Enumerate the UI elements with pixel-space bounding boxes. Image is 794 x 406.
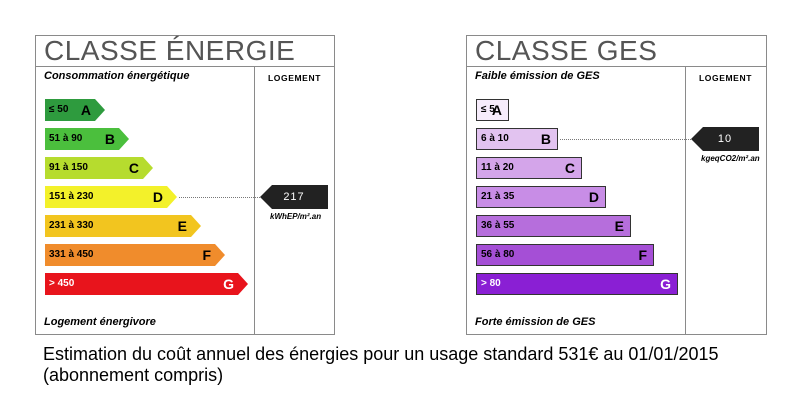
energy-value-unit: kWhEP/m².an [270, 212, 322, 221]
energy-class-e-bar: 231 à 330 E [45, 215, 201, 237]
class-range-label: 36 à 55 [481, 220, 515, 231]
energy-value-indicator: 217 [260, 185, 328, 209]
class-letter: C [128, 160, 139, 176]
class-range-label: > 450 [49, 278, 75, 289]
class-range-label: 91 à 150 [49, 162, 88, 173]
title-divider [36, 66, 334, 67]
energy-title: CLASSE ÉNERGIE [44, 35, 296, 66]
column-divider [254, 67, 255, 334]
energy-class-a-bar: ≤ 50 A [45, 99, 105, 121]
class-range-label: 56 à 80 [481, 249, 515, 260]
class-letter: G [660, 276, 671, 292]
ges-class-d-bar: 21 à 35 D [476, 186, 606, 208]
ges-class-e-bar: 36 à 55 E [476, 215, 631, 237]
ges-class-panel: CLASSE GES Faible émission de GES LOGEME… [466, 35, 767, 335]
energy-logement-header: LOGEMENT [268, 73, 321, 83]
energy-class-c-bar: 91 à 150 C [45, 157, 153, 179]
ges-logement-header: LOGEMENT [699, 73, 752, 83]
ges-value-unit: kgeqCO2/m².an [701, 154, 760, 163]
class-letter: D [588, 189, 599, 205]
class-letter: B [540, 131, 551, 147]
annual-cost-estimate: Estimation du coût annuel des énergies p… [43, 344, 719, 385]
class-range-label: 331 à 450 [49, 249, 94, 260]
ges-bottom-label: Forte émission de GES [475, 316, 596, 328]
class-letter: A [491, 102, 502, 118]
title-divider [467, 66, 766, 67]
class-range-label: 21 à 35 [481, 191, 515, 202]
class-letter: A [80, 102, 91, 118]
class-range-label: ≤ 50 [49, 104, 69, 115]
ges-value-indicator: 10 [691, 127, 759, 151]
energy-value-leader-line [179, 197, 260, 198]
ges-title: CLASSE GES [475, 35, 658, 66]
class-letter: G [223, 276, 234, 292]
energy-class-panel: CLASSE ÉNERGIE Consommation énergétique … [35, 35, 335, 335]
class-letter: F [202, 247, 211, 263]
class-range-label: 51 à 90 [49, 133, 83, 144]
class-range-label: ≤ 5 [481, 104, 495, 115]
class-letter: F [638, 247, 647, 263]
column-divider [685, 67, 686, 334]
ges-value-leader-line [560, 139, 691, 140]
class-range-label: 6 à 10 [481, 133, 509, 144]
ges-class-b-bar: 6 à 10 B [476, 128, 558, 150]
ges-top-label: Faible émission de GES [475, 70, 600, 82]
class-range-label: 231 à 330 [49, 220, 94, 231]
energy-class-b-bar: 51 à 90 B [45, 128, 129, 150]
class-letter: C [564, 160, 575, 176]
energy-class-d-bar: 151 à 230 D [45, 186, 177, 208]
ges-class-g-bar: > 80 G [476, 273, 678, 295]
energy-bottom-label: Logement énergivore [44, 316, 156, 328]
class-letter: B [104, 131, 115, 147]
class-range-label: 11 à 20 [481, 162, 514, 173]
ges-class-f-bar: 56 à 80 F [476, 244, 654, 266]
class-letter: D [152, 189, 163, 205]
energy-top-label: Consommation énergétique [44, 70, 190, 82]
ges-class-c-bar: 11 à 20 C [476, 157, 582, 179]
class-range-label: > 80 [481, 278, 501, 289]
energy-class-f-bar: 331 à 450 F [45, 244, 225, 266]
class-letter: E [177, 218, 187, 234]
class-range-label: 151 à 230 [49, 191, 94, 202]
energy-class-g-bar: > 450 G [45, 273, 248, 295]
class-letter: E [614, 218, 624, 234]
